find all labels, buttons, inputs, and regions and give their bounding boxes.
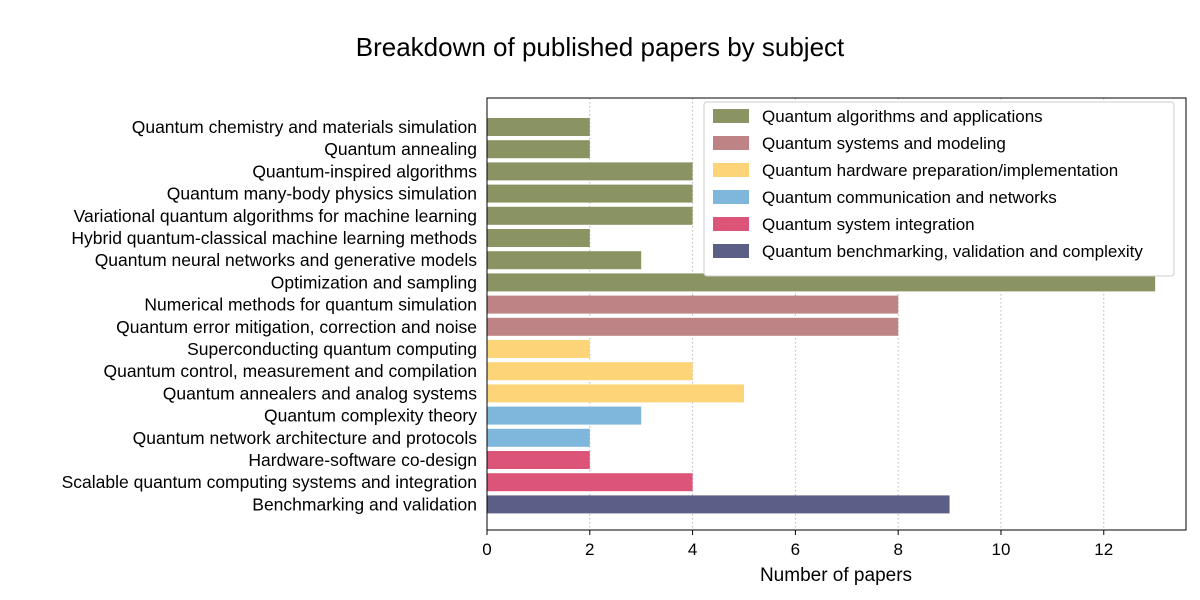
category-label: Superconducting quantum computing [187, 339, 477, 359]
legend-box [703, 101, 1175, 277]
legend-swatch [713, 163, 749, 177]
bars [487, 118, 1156, 514]
bar [487, 340, 590, 358]
bar [487, 251, 642, 270]
category-label: Quantum chemistry and materials simulati… [132, 117, 477, 137]
bar [487, 317, 899, 336]
x-tick-label: 4 [688, 540, 697, 559]
bar [487, 184, 693, 203]
legend-entry: Quantum hardware preparation/implementat… [762, 161, 1118, 180]
bar [487, 428, 590, 447]
x-tick-label: 12 [1094, 540, 1113, 559]
category-label: Scalable quantum computing systems and i… [62, 472, 477, 492]
legend-entry: Quantum systems and modeling [762, 134, 1006, 153]
bar [487, 206, 693, 225]
category-label: Quantum annealing [324, 139, 477, 159]
legend-entry: Quantum algorithms and applications [762, 107, 1043, 126]
legend-entry: Quantum communication and networks [762, 188, 1057, 207]
x-tick-label: 6 [791, 540, 800, 559]
category-label: Numerical methods for quantum simulation [144, 295, 477, 315]
x-tick-label: 2 [585, 540, 594, 559]
x-tick-label: 0 [482, 540, 491, 559]
x-tick-label: 10 [992, 540, 1011, 559]
bar [487, 140, 590, 159]
category-label: Quantum complexity theory [264, 406, 477, 426]
bar [487, 473, 693, 492]
category-label: Quantum annealers and analog systems [163, 383, 477, 403]
legend-swatch [713, 217, 749, 231]
legend-swatch [713, 136, 749, 150]
category-label: Hardware-software co-design [248, 450, 477, 470]
category-label: Quantum network architecture and protoco… [133, 428, 478, 448]
chart-title: Breakdown of published papers by subject [356, 32, 845, 62]
category-label: Quantum many-body physics simulation [167, 184, 477, 204]
x-tick-label: 8 [893, 540, 902, 559]
x-axis-label: Number of papers [760, 565, 912, 586]
bar [487, 118, 590, 136]
legend-swatch [713, 190, 749, 204]
bar [487, 273, 1156, 292]
bar [487, 162, 693, 181]
legend-swatch [713, 109, 749, 123]
bar [487, 362, 693, 381]
bar [487, 406, 642, 425]
bar [487, 229, 590, 247]
category-label: Benchmarking and validation [252, 494, 477, 514]
category-label: Variational quantum algorithms for machi… [74, 206, 477, 226]
bar [487, 295, 899, 314]
category-label: Quantum-inspired algorithms [252, 161, 477, 181]
bar [487, 451, 590, 469]
category-label: Hybrid quantum-classical machine learnin… [71, 228, 477, 248]
bar [487, 384, 744, 403]
category-label: Quantum control, measurement and compila… [103, 361, 477, 381]
legend: Quantum algorithms and applications Quant… [703, 101, 1175, 277]
legend-entry: Quantum system integration [762, 215, 975, 234]
category-label: Quantum neural networks and generative m… [95, 250, 478, 270]
category-labels: Quantum chemistry and materials simulati… [62, 117, 478, 514]
legend-entry: Quantum benchmarking, validation and com… [762, 242, 1143, 261]
category-label: Quantum error mitigation, correction and… [116, 317, 477, 337]
x-axis-ticks: 0 2 4 6 8 10 12 [482, 530, 1113, 559]
legend-swatch [713, 244, 749, 258]
category-label: Optimization and sampling [271, 272, 477, 292]
bar [487, 495, 950, 514]
plot-frame [486, 97, 1187, 531]
